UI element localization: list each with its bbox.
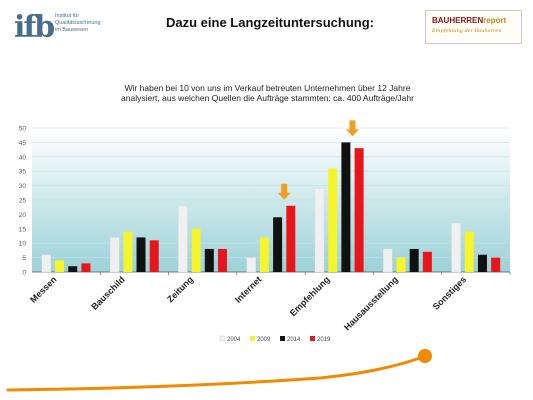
report-logo-brand: BAUHERRENreport [432,16,506,25]
legend-swatch-2004 [219,335,226,342]
y-tick-label: 15 [19,226,27,233]
y-tick-label: 35 [19,169,27,176]
bar-2004-zeitung [178,205,188,273]
ifb-logo-line: im Bauwesen [55,27,89,33]
report-logo-brand-accent: report [483,16,507,25]
bar-2009-hausausstellung [396,257,406,272]
swoosh-dot [418,349,432,363]
report-logo-tagline: Empfehlung der Bauherren [432,28,502,34]
ifb-logo-line: Institut für [55,13,80,19]
bar-2014-bauschild [136,237,146,272]
bar-2009-messen [55,260,65,272]
y-tick-label: 0 [22,270,26,277]
bar-2004-messen [41,254,52,273]
y-tick-label: 45 [19,140,27,147]
x-tick-label: Messen [28,274,58,304]
legend-label: 2019 [317,337,331,343]
bar-2004-sonstiges [451,222,461,273]
bar-2019-bauschild [149,240,159,272]
legend-label: 2014 [287,337,301,343]
x-tick-label: Sonstiges [431,274,468,311]
bar-2019-empfehlung [354,148,364,272]
bar-2014-empfehlung [341,142,351,272]
bar-2004-internet [246,257,256,273]
intro-line: analysiert, aus welchen Quellen die Auft… [121,93,414,103]
intro-line: Wir haben bei 10 von uns im Verkauf betr… [124,83,411,93]
y-tick-label: 30 [19,183,27,190]
legend-label: 2004 [227,337,241,343]
bar-2014-sonstiges [477,254,487,272]
bar-2019-sonstiges [491,257,501,272]
legend-swatch-2014 [280,336,285,341]
y-tick-label: 20 [19,212,27,219]
swoosh-line [6,356,422,392]
y-tick-label: 5 [22,255,26,262]
chart-intro-text: Wir haben bei 10 von uns im Verkauf betr… [70,83,465,103]
bar-2009-bauschild [123,231,133,272]
ifb-logo-line: Qualitätssicherung [55,20,101,26]
bar-2014-zeitung [204,248,214,272]
x-tick-label: Bauschild [89,274,126,311]
y-tick-label: 50 [19,126,27,133]
x-tick-label: Zeitung [165,274,195,304]
swoosh-decoration [6,349,432,392]
bar-2009-internet [259,237,269,272]
legend-label: 2009 [257,337,271,343]
y-tick-label: 25 [19,198,27,205]
slide-title: Dazu eine Langzeituntersuchung: [165,15,374,30]
report-logo-brand-main: BAUHERREN [432,16,484,25]
ifb-logo-mark: ifb [14,10,55,45]
x-tick-label: Empfehlung [288,274,332,318]
bar-2014-internet [273,217,283,272]
bar-2019-hausausstellung [422,251,432,272]
bar-2009-sonstiges [464,231,474,272]
x-tick-label: Hausausstellung [342,274,400,332]
bar-2004-hausausstellung [383,248,393,273]
legend-swatch-2009 [250,336,255,341]
bar-2014-hausausstellung [409,248,419,272]
bar-2019-internet [286,205,296,272]
bar-2014-messen [68,266,78,272]
bar-2004-bauschild [109,237,120,273]
y-tick-label: 40 [19,154,27,161]
bauherren-report-logo: BAUHERRENreport Empfehlung der Bauherren [425,10,522,44]
highlight-arrow-icon [277,183,291,200]
bar-2009-zeitung [191,228,201,272]
ifb-logo: ifb Institut für Qualitätssicherung im B… [14,11,124,47]
x-tick-label: Internet [233,274,263,304]
bar-2019-messen [81,263,91,272]
y-tick-label: 10 [19,241,27,248]
highlight-arrow-icon [345,120,359,137]
bar-2004-empfehlung [314,188,325,273]
bar-2019-zeitung [218,248,228,272]
ifb-logo-text: Institut für Qualitätssicherung im Bauwe… [55,13,125,34]
legend-swatch-2019 [310,336,315,341]
bar-2009-empfehlung [328,168,338,272]
